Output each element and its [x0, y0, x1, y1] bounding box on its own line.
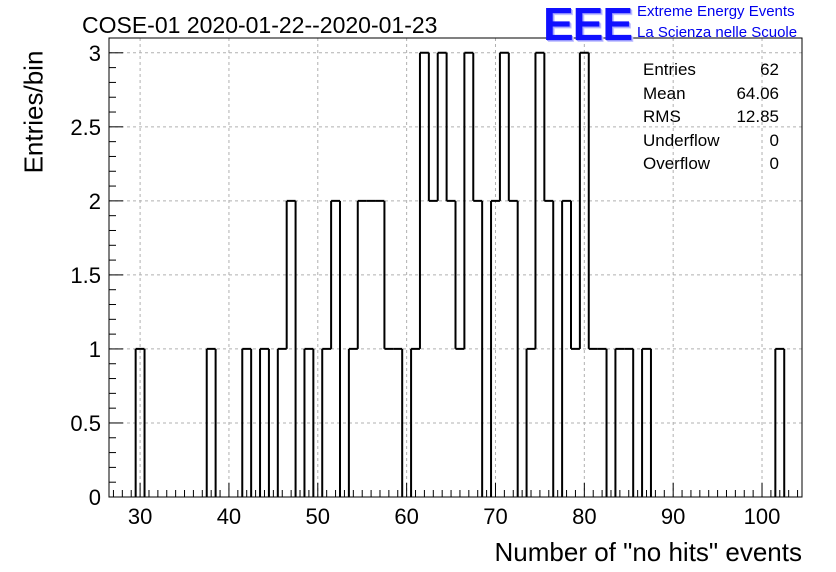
- stats-box: Entries 62 Mean 64.06 RMS 12.85 Underflo…: [643, 58, 779, 176]
- y-tick-label: 3: [89, 41, 101, 66]
- x-axis-label: Number of "no hits" events: [494, 537, 803, 567]
- chart-title: COSE-01 2020-01-22--2020-01-23: [82, 12, 438, 38]
- tick-labels: 30 40 50 60 70 80 90 100 0 0.5 1 1.5 2 2.5 3: [70, 41, 780, 529]
- x-tick-label: 70: [483, 504, 507, 529]
- x-tick-label: 60: [394, 504, 418, 529]
- stat-label: Entries: [643, 60, 696, 79]
- histogram-bin: [624, 347, 635, 497]
- histogram-bin: [347, 347, 358, 497]
- stat-value: 62: [760, 60, 779, 79]
- histogram-bin: [561, 199, 571, 497]
- stat-underflow: Underflow 0: [643, 129, 779, 153]
- histogram-bin: [507, 52, 519, 497]
- histogram-bin: [463, 51, 474, 349]
- histogram-bin: [418, 51, 429, 349]
- histogram-bin: [578, 51, 589, 349]
- stat-label: Overflow: [643, 154, 711, 173]
- histogram-bin: [454, 200, 465, 350]
- y-tick-label: 1.5: [70, 263, 101, 288]
- stat-rms: RMS 12.85: [643, 105, 779, 129]
- stat-label: Underflow: [643, 130, 720, 150]
- x-tick-label: 100: [744, 504, 781, 529]
- histogram-bin: [410, 347, 420, 497]
- eee-logo-mark: EEE: [543, 0, 633, 50]
- stat-value: 0: [769, 130, 779, 150]
- histogram-bin: [383, 200, 394, 350]
- histogram-bin: [356, 199, 367, 349]
- histogram-bin: [525, 347, 536, 497]
- x-tick-label: 50: [306, 504, 330, 529]
- histogram-bin: [276, 347, 287, 497]
- stat-value: 0: [769, 154, 779, 173]
- stat-value: 12.85: [736, 107, 779, 126]
- histogram-bins: [134, 51, 786, 497]
- x-tick-label: 40: [217, 504, 241, 529]
- histogram-bin: [241, 347, 253, 497]
- histogram-bin: [259, 347, 270, 497]
- y-tick-label: 2.5: [70, 115, 101, 140]
- histogram-bin: [393, 347, 404, 497]
- y-tick-label: 0.5: [70, 411, 101, 436]
- logo-line-2: La Scienza nelle Scuole: [637, 24, 798, 41]
- stat-label: RMS: [643, 107, 681, 126]
- y-tick-label: 2: [89, 189, 101, 214]
- y-tick-label: 0: [89, 485, 101, 510]
- histogram-bin: [321, 347, 332, 497]
- axis-ticks: [109, 37, 799, 498]
- histogram-bin: [543, 52, 555, 497]
- stat-label: Mean: [643, 83, 686, 103]
- histogram-bin: [427, 52, 438, 202]
- x-tick-label: 30: [128, 504, 152, 529]
- histogram-bin: [641, 347, 652, 497]
- histogram-bin: [303, 347, 315, 497]
- histogram-bin: [436, 51, 447, 201]
- histogram-bin: [597, 347, 608, 497]
- stat-overflow: Overflow 0: [643, 152, 779, 176]
- histogram-bin: [774, 347, 786, 497]
- histogram-bin: [205, 347, 217, 497]
- y-tick-label: 1: [89, 337, 101, 362]
- histogram-bin: [498, 51, 509, 201]
- plot-frame: [108, 37, 803, 498]
- histogram-bin: [587, 52, 598, 350]
- y-axis-label: Entries/bin: [18, 50, 49, 174]
- histogram-bin: [490, 199, 500, 497]
- histogram-bin: [472, 52, 484, 497]
- stat-value: 64.06: [736, 83, 779, 103]
- histogram-bin: [614, 347, 625, 497]
- stat-entries: Entries 62: [643, 58, 779, 82]
- histogram-bin: [134, 347, 146, 497]
- logo-line-1: Extreme Energy Events: [637, 3, 795, 20]
- histogram-bin: [285, 199, 297, 497]
- histogram-bin: [330, 199, 341, 497]
- histogram-bin: [570, 200, 580, 350]
- stat-mean: Mean 64.06: [643, 82, 779, 106]
- x-tick-label: 90: [661, 504, 685, 529]
- histogram-bin: [534, 51, 545, 349]
- histogram-bin: [445, 52, 456, 202]
- x-tick-label: 80: [572, 504, 596, 529]
